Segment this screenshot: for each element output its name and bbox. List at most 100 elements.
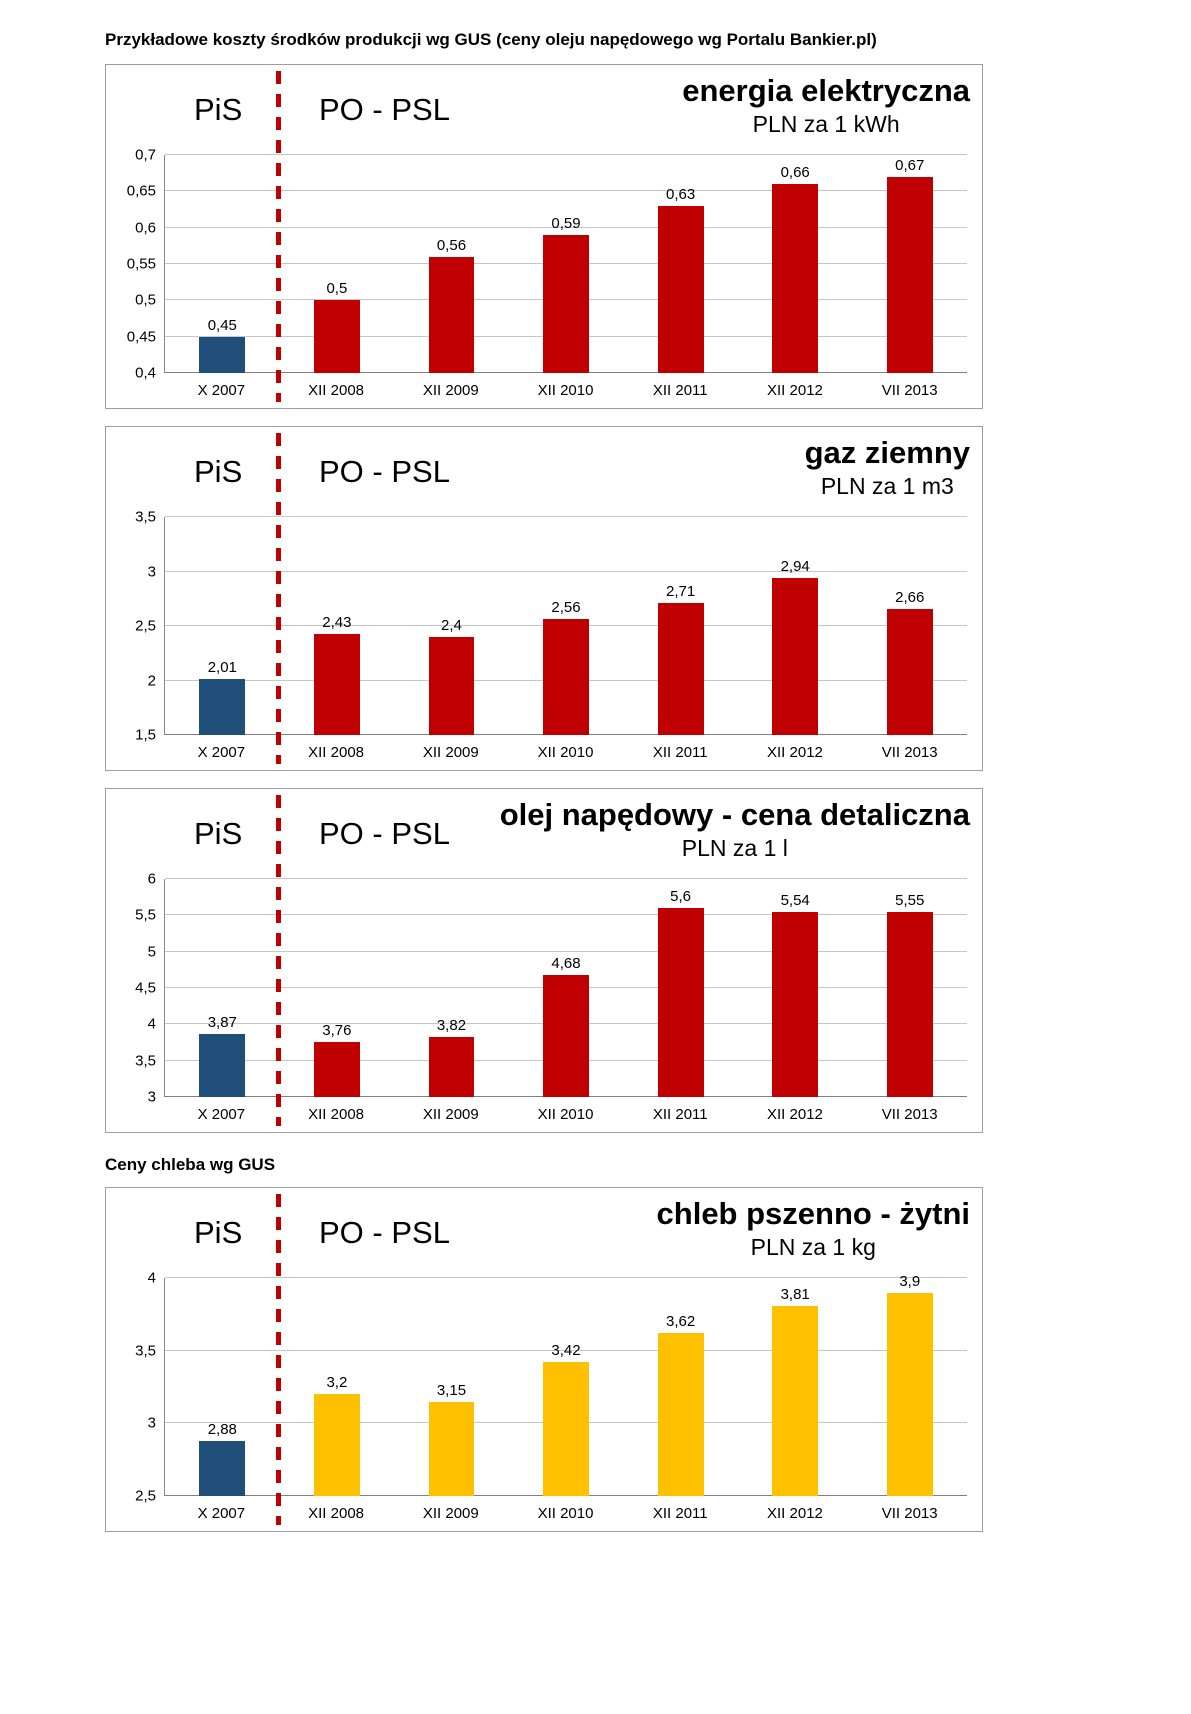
bar-value-label: 2,94 xyxy=(780,558,810,576)
x-axis-label: XII 2009 xyxy=(422,744,479,761)
bar-column-XII 2010: 0,59 xyxy=(509,155,624,373)
bar-XII 2012 xyxy=(772,184,819,373)
po-psl-label: PO - PSL xyxy=(319,816,450,851)
y-tick-label: 1,5 xyxy=(135,726,156,744)
x-axis-label: XII 2012 xyxy=(767,382,823,399)
bar-columns: 2,01 2,43 2,4 2,56 2,71 2,94 2,66 xyxy=(165,517,967,735)
x-axis-label: VII 2013 xyxy=(881,1505,938,1522)
x-axis-label: XII 2008 xyxy=(308,744,365,761)
bar-XII 2008 xyxy=(313,1041,360,1097)
bar-column-XII 2009: 0,56 xyxy=(394,155,509,373)
x-axis: X 2007 XII 2008 XII 2009 XII 2010 XII 2011 XI… xyxy=(164,1097,967,1132)
bar-value-label: 3,2 xyxy=(326,1374,348,1392)
x-axis-label: VII 2013 xyxy=(881,382,938,399)
chart-header: PiS PO - PSL chleb pszenno - żytni PLN z… xyxy=(106,1188,982,1278)
y-tick-label: 5,5 xyxy=(135,906,156,924)
chart-title-block: gaz ziemny PLN za 1 m3 xyxy=(805,435,970,501)
bar-column-XII 2012: 3,81 xyxy=(738,1278,853,1496)
x-axis-label: XII 2009 xyxy=(422,1505,479,1522)
y-axis: 0,4 0,45 0,5 0,55 0,6 0,65 0,7 xyxy=(106,148,164,381)
y-tick-label: 2,5 xyxy=(135,617,156,635)
bar-value-label: 0,45 xyxy=(207,316,237,334)
bar-column-XII 2010: 4,68 xyxy=(509,879,624,1097)
bar-value-label: 0,5 xyxy=(326,280,348,298)
y-tick-label: 3 xyxy=(147,1088,156,1106)
bar-column-VII 2013: 3,9 xyxy=(852,1273,967,1496)
x-axis-label: VII 2013 xyxy=(881,1106,938,1123)
bar-XII 2011 xyxy=(657,205,704,373)
chart-olej-napedowy: PiS PO - PSL olej napędowy - cena detali… xyxy=(105,788,983,1133)
x-axis-label: XII 2011 xyxy=(652,744,708,761)
bar-column-X 2007: 2,88 xyxy=(165,1278,280,1496)
gridline xyxy=(165,516,967,517)
bar-value-label: 0,56 xyxy=(436,236,467,254)
bar-column-XII 2012: 0,66 xyxy=(738,155,853,373)
bar-value-label: 2,56 xyxy=(551,599,581,617)
y-tick-label: 0,4 xyxy=(135,364,156,382)
bar-value-label: 3,42 xyxy=(551,1342,581,1360)
bar-column-XII 2012: 2,94 xyxy=(738,517,853,735)
bar-value-label: 3,81 xyxy=(780,1285,810,1303)
bar-X 2007 xyxy=(199,1440,246,1496)
y-tick-label: 4,5 xyxy=(135,979,156,997)
bar-XII 2012 xyxy=(772,912,819,1097)
bar-value-label: 2,88 xyxy=(207,1420,237,1438)
x-axis-label: XII 2008 xyxy=(308,382,365,399)
x-axis-label: VII 2013 xyxy=(881,744,938,761)
x-axis-label: XII 2010 xyxy=(537,1505,594,1522)
bar-XII 2008 xyxy=(313,633,360,735)
chart-unit-subtitle: PLN za 1 l xyxy=(681,835,788,861)
y-axis: 3 3,5 4 4,5 5 5,5 6 xyxy=(106,872,164,1105)
x-axis-label: X 2007 xyxy=(197,382,246,399)
bar-X 2007 xyxy=(199,679,246,735)
page-title: Przykładowe koszty środków produkcji wg … xyxy=(105,30,877,49)
gridline xyxy=(165,878,967,879)
chart-unit-subtitle: PLN za 1 kg xyxy=(750,1234,876,1260)
bar-value-label: 3,76 xyxy=(322,1021,352,1039)
plot-area: 3,87 3,76 3,82 4,68 5,6 5,54 5,55 xyxy=(164,878,967,1097)
bar-XII 2010 xyxy=(543,619,589,735)
x-axis-label: XII 2010 xyxy=(537,1106,594,1123)
chart-title: gaz ziemny xyxy=(804,435,970,470)
bar-value-label: 0,59 xyxy=(551,214,581,232)
chart-title-block: chleb pszenno - żytni PLN za 1 kg xyxy=(657,1196,970,1262)
bar-VII 2013 xyxy=(886,176,933,373)
bar-value-label: 0,66 xyxy=(780,164,810,182)
bar-VII 2013 xyxy=(886,608,933,735)
y-tick-label: 3 xyxy=(147,1414,156,1432)
y-tick-label: 0,6 xyxy=(135,219,156,237)
y-axis: 2,5 3 3,5 4 xyxy=(106,1271,164,1504)
plot-wrap: 0,4 0,45 0,5 0,55 0,6 0,65 0,7 0,45 0,5 0,56 0,59… xyxy=(106,148,982,381)
x-axis-label: XII 2008 xyxy=(308,1106,365,1123)
pis-popsl-separator-line xyxy=(276,433,281,764)
pis-label: PiS xyxy=(194,816,243,851)
bar-column-X 2007: 2,01 xyxy=(165,517,280,735)
bar-value-label: 0,63 xyxy=(666,185,696,203)
y-tick-label: 4 xyxy=(147,1015,156,1033)
y-tick-label: 0,5 xyxy=(135,291,156,309)
chart-title: olej napędowy - cena detaliczna xyxy=(499,797,970,832)
chart-title-block: olej napędowy - cena detaliczna PLN za 1… xyxy=(500,797,970,863)
chart-title: chleb pszenno - żytni xyxy=(656,1196,970,1231)
bar-column-X 2007: 0,45 xyxy=(165,155,280,373)
x-axis-label: XII 2010 xyxy=(537,744,594,761)
y-tick-label: 0,65 xyxy=(126,182,156,200)
y-tick-label: 0,7 xyxy=(135,146,156,164)
x-axis-label: XII 2012 xyxy=(767,744,823,761)
bar-column-XII 2009: 3,82 xyxy=(394,879,509,1097)
x-axis: X 2007 XII 2008 XII 2009 XII 2010 XII 2011 XI… xyxy=(164,1496,967,1531)
bar-XII 2011 xyxy=(657,1333,704,1496)
bar-value-label: 2,43 xyxy=(322,613,352,631)
bar-column-XII 2011: 3,62 xyxy=(623,1278,738,1496)
x-axis-label: XII 2009 xyxy=(422,1106,479,1123)
bar-column-XII 2011: 5,6 xyxy=(623,879,738,1097)
pis-label: PiS xyxy=(194,1215,243,1250)
pis-popsl-separator-line xyxy=(276,1194,281,1525)
x-axis: X 2007 XII 2008 XII 2009 XII 2010 XII 2011 XI… xyxy=(164,735,967,770)
bar-column-XII 2009: 2,4 xyxy=(394,517,509,735)
y-tick-label: 0,55 xyxy=(126,255,156,273)
bar-value-label: 2,4 xyxy=(441,616,462,634)
bar-XII 2011 xyxy=(657,603,704,735)
bar-XII 2010 xyxy=(543,1362,589,1496)
x-axis-label: XII 2009 xyxy=(422,382,479,399)
